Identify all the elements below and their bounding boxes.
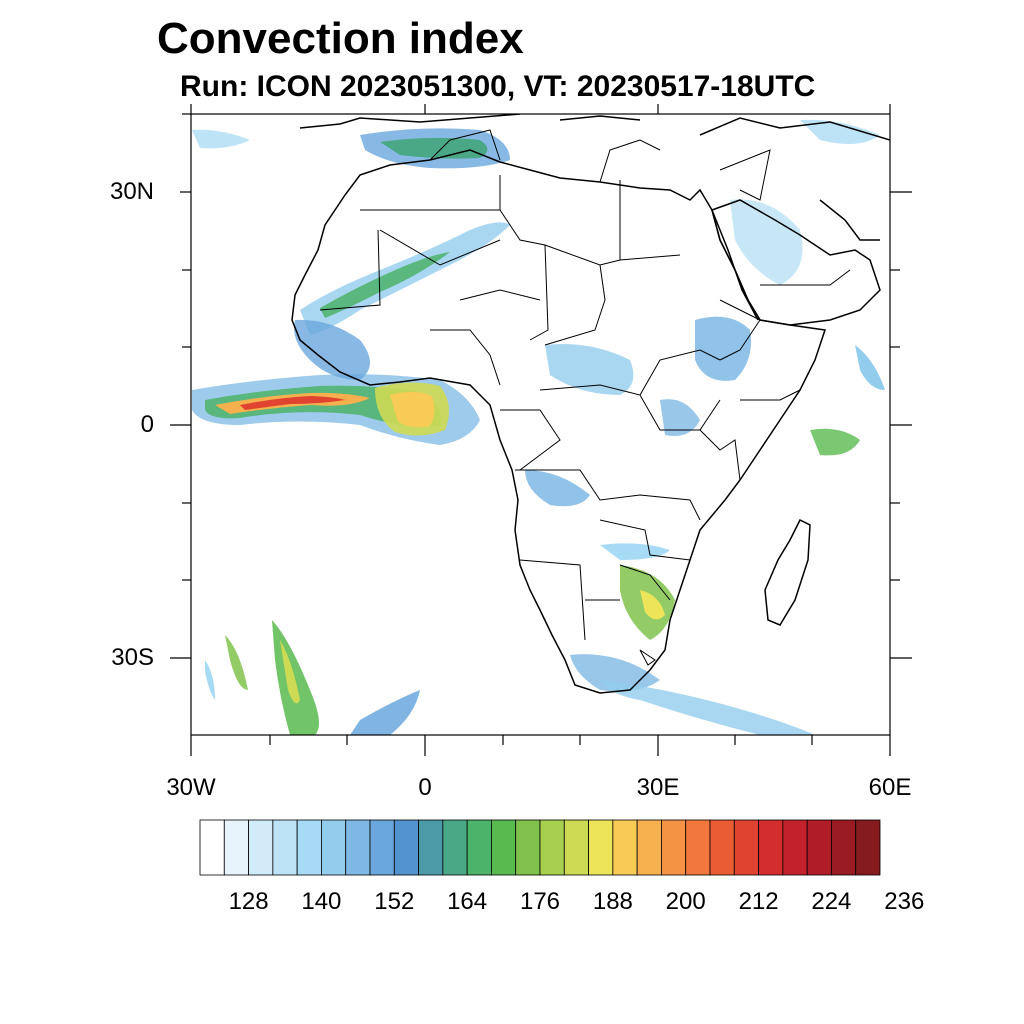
convection-lake-victoria xyxy=(660,399,700,436)
convection-zambia xyxy=(600,543,670,560)
convection-sw-corner xyxy=(205,660,215,700)
africa-coastline xyxy=(291,149,826,694)
convection-congo xyxy=(525,470,590,507)
colorbar-swatch xyxy=(345,819,371,876)
convection-mozambique-core xyxy=(640,590,665,620)
convection-south-atlantic-sw xyxy=(350,690,420,735)
colorbar-label: 212 xyxy=(738,888,779,915)
convection-south-atlantic xyxy=(272,620,319,735)
colorbar-swatch xyxy=(393,819,419,876)
colorbar-swatch xyxy=(199,819,225,876)
map-frame xyxy=(190,113,891,736)
colorbar-label: 152 xyxy=(374,888,415,915)
colorbar-label: 200 xyxy=(665,888,706,915)
convection-far-east xyxy=(855,345,885,390)
colorbar-swatch xyxy=(563,819,589,876)
colorbar-swatch xyxy=(223,819,249,876)
colorbar-swatch xyxy=(758,819,784,876)
colorbar-swatch xyxy=(369,819,395,876)
coastlines xyxy=(291,114,890,694)
colorbar-swatch xyxy=(248,819,274,876)
lat-label-30n: 30N xyxy=(109,178,154,205)
colorbar-swatch xyxy=(782,819,808,876)
colorbar-label: 128 xyxy=(228,888,269,915)
colorbar-swatch xyxy=(588,819,614,876)
colorbar-swatch xyxy=(855,819,881,876)
lon-label-30e: 30E xyxy=(636,774,680,801)
convection-west-coast xyxy=(294,319,370,380)
lon-label-30w: 30W xyxy=(166,774,216,801)
gulf-coast xyxy=(819,199,880,241)
colorbar-swatch xyxy=(733,819,759,876)
convection-southern-ocean-band xyxy=(600,680,815,735)
colorbar-swatch xyxy=(442,819,468,876)
colorbar-swatch xyxy=(539,819,565,876)
colorbar-label: 176 xyxy=(519,888,561,915)
convection-south-atlantic-west xyxy=(225,635,248,690)
colorbar-swatch xyxy=(296,819,322,876)
colorbar-swatch xyxy=(685,819,711,876)
madagascar-coastline xyxy=(764,518,811,626)
map-title: Convection index xyxy=(157,14,524,63)
convection-arabia xyxy=(730,199,803,285)
country-borders xyxy=(319,129,851,666)
europe-coastline xyxy=(299,114,890,141)
colorbar-swatch xyxy=(661,819,687,876)
convection-band-atlantic-max xyxy=(240,396,345,410)
colorbar-swatch xyxy=(612,819,638,876)
convection-north-fleck xyxy=(192,129,250,149)
lon-label-0: 0 xyxy=(418,774,432,801)
colorbar-swatch xyxy=(806,819,832,876)
lat-label-30s: 30S xyxy=(111,644,154,671)
lat-ticks xyxy=(170,113,912,659)
convection-band-sahel-core xyxy=(320,252,450,318)
colorbar xyxy=(199,819,881,876)
colorbar-swatch xyxy=(709,819,735,876)
convection-cluster-guinea-inner xyxy=(390,391,435,428)
red-sea-coast xyxy=(711,209,759,321)
arabia-coastline xyxy=(711,199,881,326)
convection-east-indian-ocean xyxy=(810,428,860,456)
lat-label-0: 0 xyxy=(140,411,154,438)
colorbar-swatch xyxy=(491,819,517,876)
colorbar-swatch xyxy=(418,819,444,876)
colorbar-label: 164 xyxy=(447,888,488,915)
colorbar-swatch xyxy=(831,819,857,876)
convection-med-east xyxy=(800,119,880,144)
colorbar-swatch xyxy=(515,819,541,876)
convection-south-atlantic-core xyxy=(280,640,300,704)
colorbar-label: 224 xyxy=(811,888,852,915)
convection-band-atlas-core xyxy=(380,137,488,159)
map-subtitle: Run: ICON 2023051300, VT: 20230517-18UTC xyxy=(180,70,816,103)
colorbar-label: 188 xyxy=(592,888,633,915)
colorbar-swatch xyxy=(272,819,298,876)
lon-label-60e: 60E xyxy=(868,774,912,801)
lon-ticks xyxy=(190,104,891,756)
convection-ethiopia xyxy=(695,316,751,381)
colorbar-swatch xyxy=(466,819,492,876)
convection-central-africa xyxy=(545,344,634,395)
colorbar-swatch xyxy=(321,819,347,876)
colorbar-label: 236 xyxy=(884,888,925,915)
colorbar-swatch xyxy=(636,819,662,876)
colorbar-label: 140 xyxy=(301,888,342,915)
convection-field xyxy=(192,119,885,735)
